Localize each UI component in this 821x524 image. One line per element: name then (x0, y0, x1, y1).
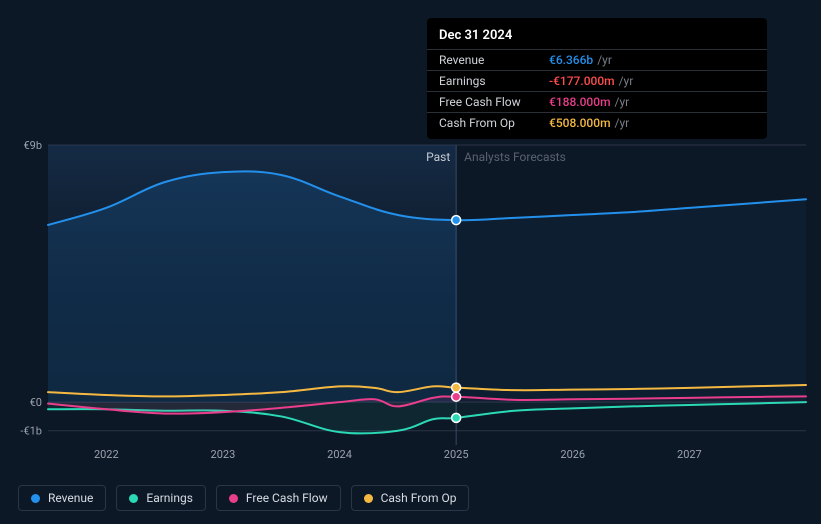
tooltip-row-value: €508.000m (549, 116, 611, 130)
tooltip-row-value: €188.000m (549, 95, 611, 109)
tooltip-row-label: Cash From Op (439, 116, 549, 130)
tooltip-row-label: Earnings (439, 74, 549, 88)
legend-item-cfo[interactable]: Cash From Op (351, 485, 470, 511)
legend-item-label: Revenue (48, 491, 93, 505)
legend-dot-icon (364, 494, 373, 503)
tooltip-row-label: Free Cash Flow (439, 95, 549, 109)
financials-chart: €9b €0 -€1b 2022 2023 2024 2025 2026 2027 Past A… (0, 0, 821, 524)
legend-item-label: Cash From Op (381, 491, 457, 505)
tooltip-row-unit: /yr (615, 95, 630, 109)
legend-dot-icon (129, 494, 138, 503)
y-axis-label: €0 (30, 396, 42, 409)
marker-cfo (452, 383, 461, 392)
marker-fcf (452, 392, 461, 401)
legend-item-label: Earnings (146, 491, 193, 505)
x-axis-label: 2022 (94, 448, 119, 461)
legend-dot-icon (31, 494, 40, 503)
tooltip-row: Revenue€6.366b/yr (427, 49, 767, 70)
chart-tooltip: Dec 31 2024 Revenue€6.366b/yrEarnings-€1… (427, 18, 767, 139)
x-axis-label: 2027 (677, 448, 702, 461)
legend-item-label: Free Cash Flow (246, 491, 328, 505)
marker-earnings (452, 413, 461, 422)
tooltip-row-unit: /yr (615, 116, 630, 130)
legend-item-fcf[interactable]: Free Cash Flow (216, 485, 341, 511)
tooltip-row-unit: /yr (597, 53, 612, 67)
marker-revenue (452, 216, 461, 225)
legend-item-earnings[interactable]: Earnings (116, 485, 206, 511)
legend-dot-icon (229, 494, 238, 503)
tooltip-row-unit: /yr (619, 74, 634, 88)
tooltip-row: Earnings-€177.000m/yr (427, 70, 767, 91)
tooltip-row-value: -€177.000m (549, 74, 615, 88)
section-label-past: Past (426, 150, 450, 164)
tooltip-row-value: €6.366b (549, 53, 593, 67)
x-axis-label: 2026 (560, 448, 585, 461)
x-axis-label: 2023 (211, 448, 236, 461)
tooltip-title: Dec 31 2024 (427, 24, 767, 49)
section-label-forecast: Analysts Forecasts (464, 150, 566, 164)
y-axis-label: €9b (23, 139, 42, 152)
x-axis-label: 2024 (327, 448, 352, 461)
tooltip-row: Free Cash Flow€188.000m/yr (427, 91, 767, 112)
tooltip-row: Cash From Op€508.000m/yr (427, 112, 767, 133)
legend-item-revenue[interactable]: Revenue (18, 485, 106, 511)
chart-legend: Revenue Earnings Free Cash Flow Cash From O… (18, 485, 469, 511)
x-axis-label: 2025 (444, 448, 469, 461)
tooltip-row-label: Revenue (439, 53, 549, 67)
y-axis-label: -€1b (20, 425, 42, 438)
